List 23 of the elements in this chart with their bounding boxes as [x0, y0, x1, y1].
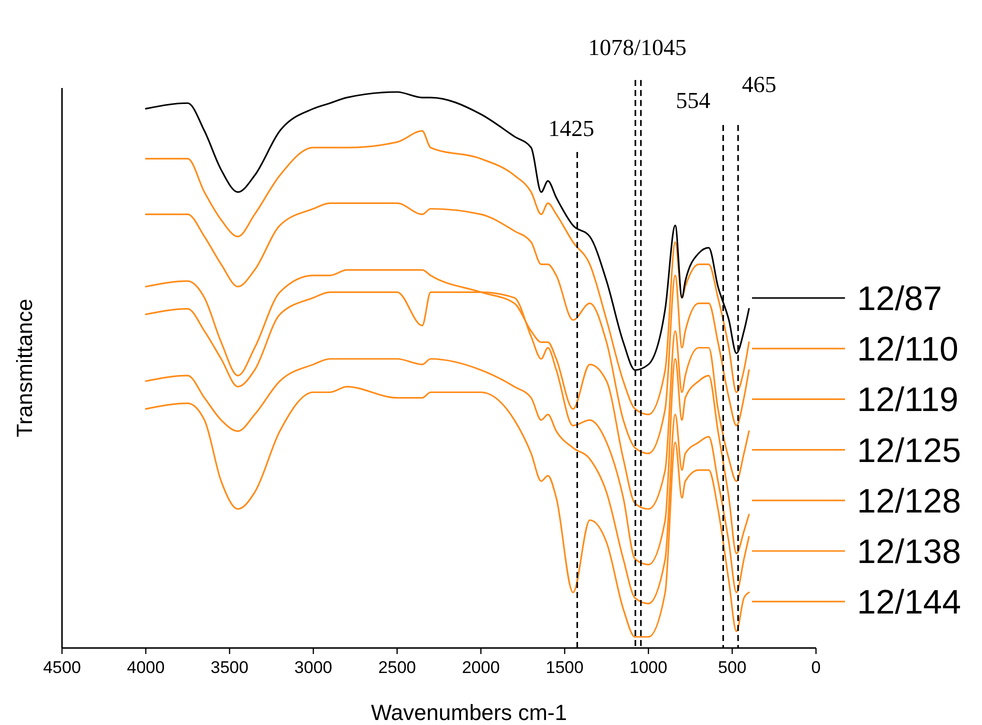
ref-line-label: 554 [676, 88, 711, 113]
x-tick-label: 4500 [43, 658, 81, 677]
x-tick-label: 0 [811, 658, 821, 677]
legend-label: 12/128 [857, 482, 961, 520]
x-tick-label: 3000 [294, 658, 332, 677]
legend-label: 12/125 [857, 432, 961, 470]
x-tick-label: 2000 [462, 658, 500, 677]
ref-line-label: 1425 [548, 116, 594, 141]
legend-label: 12/87 [857, 280, 942, 318]
x-tick-label: 3500 [210, 658, 248, 677]
ref-line-label: 1078/1045 [588, 35, 687, 60]
x-tick-label: 500 [718, 658, 746, 677]
x-tick-label: 2500 [378, 658, 416, 677]
legend-label: 12/144 [857, 584, 961, 622]
ref-line-label: 465 [742, 72, 776, 97]
legend-label: 12/119 [857, 381, 958, 420]
legend-label: 12/110 [857, 330, 958, 369]
x-tick-label: 1500 [546, 658, 584, 677]
x-axis-title: Wavenumbers cm-1 [370, 700, 568, 725]
legend-label: 12/138 [857, 533, 961, 571]
x-tick-label: 4000 [126, 658, 165, 677]
x-tick-label: 1000 [630, 658, 668, 677]
y-axis-title: Transmittance [12, 298, 37, 438]
